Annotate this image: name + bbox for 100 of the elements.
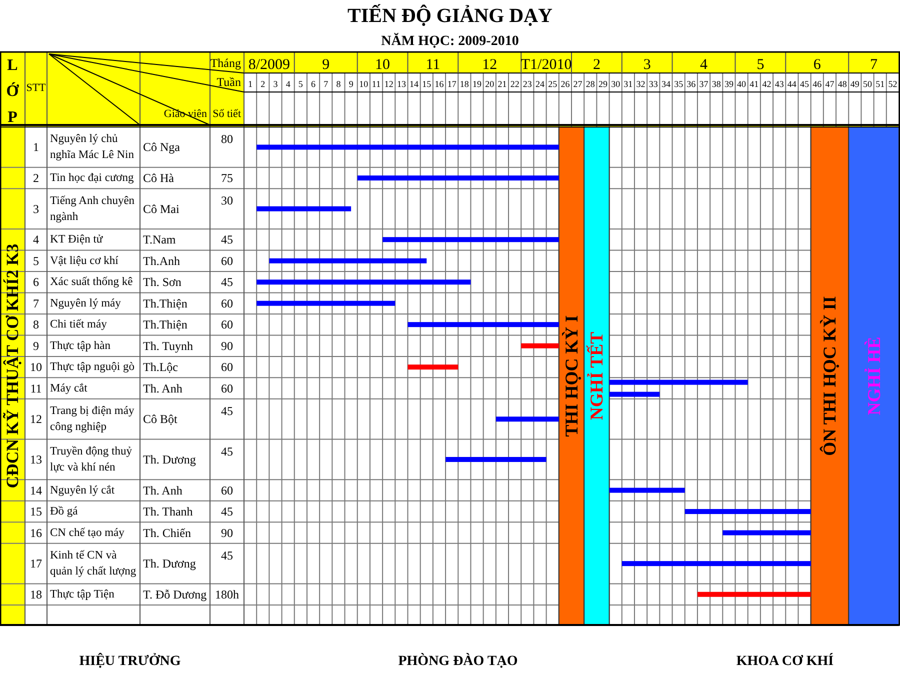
text: 2	[592, 57, 600, 73]
text: 45	[221, 404, 233, 418]
text: 16	[30, 526, 42, 540]
text: 12	[482, 57, 498, 73]
text: 60	[221, 318, 233, 332]
x-tick-label: 9	[348, 79, 354, 89]
text: Th. Anh	[143, 381, 182, 396]
text: Cô Hà	[143, 170, 175, 185]
x-tick-label: 24	[536, 79, 546, 89]
band-label: ÔN THI HỌC KỲ II	[820, 296, 840, 456]
text: 11	[426, 57, 440, 73]
text: 12	[30, 412, 42, 426]
x-tick-label: 34	[661, 79, 671, 89]
x-tick-label: 21	[498, 79, 507, 89]
text: 90	[221, 338, 233, 353]
text: 13	[30, 452, 42, 466]
x-tick-label: 35	[674, 79, 684, 89]
text: Th.Thiện	[143, 318, 188, 332]
text: HIỆU TRƯỞNG	[79, 652, 181, 669]
text: 60	[221, 254, 233, 268]
text: CĐCN KỸ THUẬT CƠ KHÍ2 K3	[2, 244, 22, 488]
text: 6	[813, 57, 822, 73]
x-tick-label: 47	[825, 79, 835, 89]
text: STT	[26, 82, 46, 94]
y-tick-label: Thực tập nguội gò	[50, 361, 135, 374]
text: 14	[30, 483, 42, 498]
x-tick-label: 12	[384, 79, 394, 89]
text: 2	[33, 170, 39, 185]
text: 180h	[215, 587, 239, 602]
text: 9	[33, 338, 39, 353]
x-tick-label: 28	[586, 79, 596, 89]
chart-subtitle: NĂM HỌC: 2009-2010	[381, 32, 519, 49]
text: 75	[221, 170, 233, 185]
y-tick-label: Nguyên lý chủ nghĩa Mác Lê Nin	[50, 133, 134, 162]
text: T.Nam	[143, 232, 176, 247]
x-tick-label: 29	[598, 79, 608, 89]
text: Cô Nga	[143, 140, 181, 154]
text: 8	[33, 318, 39, 332]
text: KHOA CƠ KHÍ	[736, 652, 834, 669]
x-tick-label: 25	[548, 79, 558, 89]
text: Số tiết	[212, 108, 241, 120]
text: 90	[221, 526, 233, 540]
text: 45	[221, 275, 233, 290]
x-tick-label: 48	[838, 79, 848, 89]
text: 18	[30, 587, 42, 602]
x-tick-label: 23	[522, 79, 532, 89]
text: Tháng	[210, 56, 241, 70]
x-tick-label: 22	[510, 79, 520, 89]
text: Th. Thanh	[143, 504, 193, 519]
y-tick-label: Tiếng Anh chuyên ngành	[50, 194, 135, 223]
text: 5	[756, 57, 764, 73]
text: 45	[221, 504, 233, 519]
text: Th. Chiến	[143, 526, 191, 540]
x-tick-label: 26	[560, 79, 570, 89]
text: Th. Anh	[143, 483, 182, 498]
x-tick-label: 36	[686, 79, 696, 89]
text: 5	[33, 254, 39, 268]
x-tick-label: 39	[724, 79, 734, 89]
text: Th.Thiện	[143, 296, 188, 310]
y-tick-label: Máy cắt	[50, 382, 88, 394]
text: Th. Sơn	[143, 275, 182, 290]
x-tick-label: 15	[422, 79, 432, 89]
x-tick-label: 40	[737, 79, 747, 89]
text: Th.Lộc	[143, 360, 178, 374]
text: 11	[30, 381, 42, 396]
y-tick-label: Thực tập Tiện	[50, 588, 115, 600]
x-tick-label: 18	[460, 79, 470, 89]
y-tick-label: Truyền động thuỷ lực và khí nén	[50, 445, 132, 474]
x-tick-label: 7	[324, 79, 329, 89]
x-tick-label: 6	[311, 79, 316, 89]
x-tick-label: 33	[648, 79, 658, 89]
text: 80	[221, 132, 233, 146]
y-tick-label: Xác suất thống kê	[50, 276, 133, 288]
x-tick-label: 32	[636, 79, 646, 89]
text: 60	[221, 360, 233, 374]
x-tick-label: 27	[573, 79, 583, 89]
text: Th. Dương	[143, 452, 196, 466]
x-tick-label: 43	[774, 79, 784, 89]
x-tick-label: 41	[750, 79, 759, 89]
y-tick-label: Thực tập hàn	[50, 340, 111, 352]
text: Th. Dương	[143, 556, 196, 571]
text: Th. Tuynh	[143, 338, 194, 353]
text: 10	[30, 360, 42, 374]
y-tick-label: Nguyên lý máy	[50, 297, 122, 310]
text: LỚP	[6, 57, 20, 126]
text: Cô Bột	[143, 412, 178, 426]
text: 45	[221, 444, 233, 458]
x-tick-label: 49	[850, 79, 860, 89]
y-tick-label: Kinh tế CN và quản lý chất lượng	[50, 550, 136, 578]
text: 7	[33, 296, 39, 310]
x-tick-label: 3	[273, 79, 278, 89]
x-tick-label: 1	[248, 79, 253, 89]
text: 7	[870, 57, 878, 73]
text: PHÒNG ĐÀO TẠO	[398, 652, 518, 669]
text: 1	[33, 140, 39, 154]
x-tick-label: 2	[260, 79, 266, 89]
x-tick-label: 30	[611, 79, 621, 89]
text: 45	[221, 232, 233, 247]
x-tick-label: 50	[863, 79, 873, 89]
x-tick-label: 13	[396, 79, 406, 89]
